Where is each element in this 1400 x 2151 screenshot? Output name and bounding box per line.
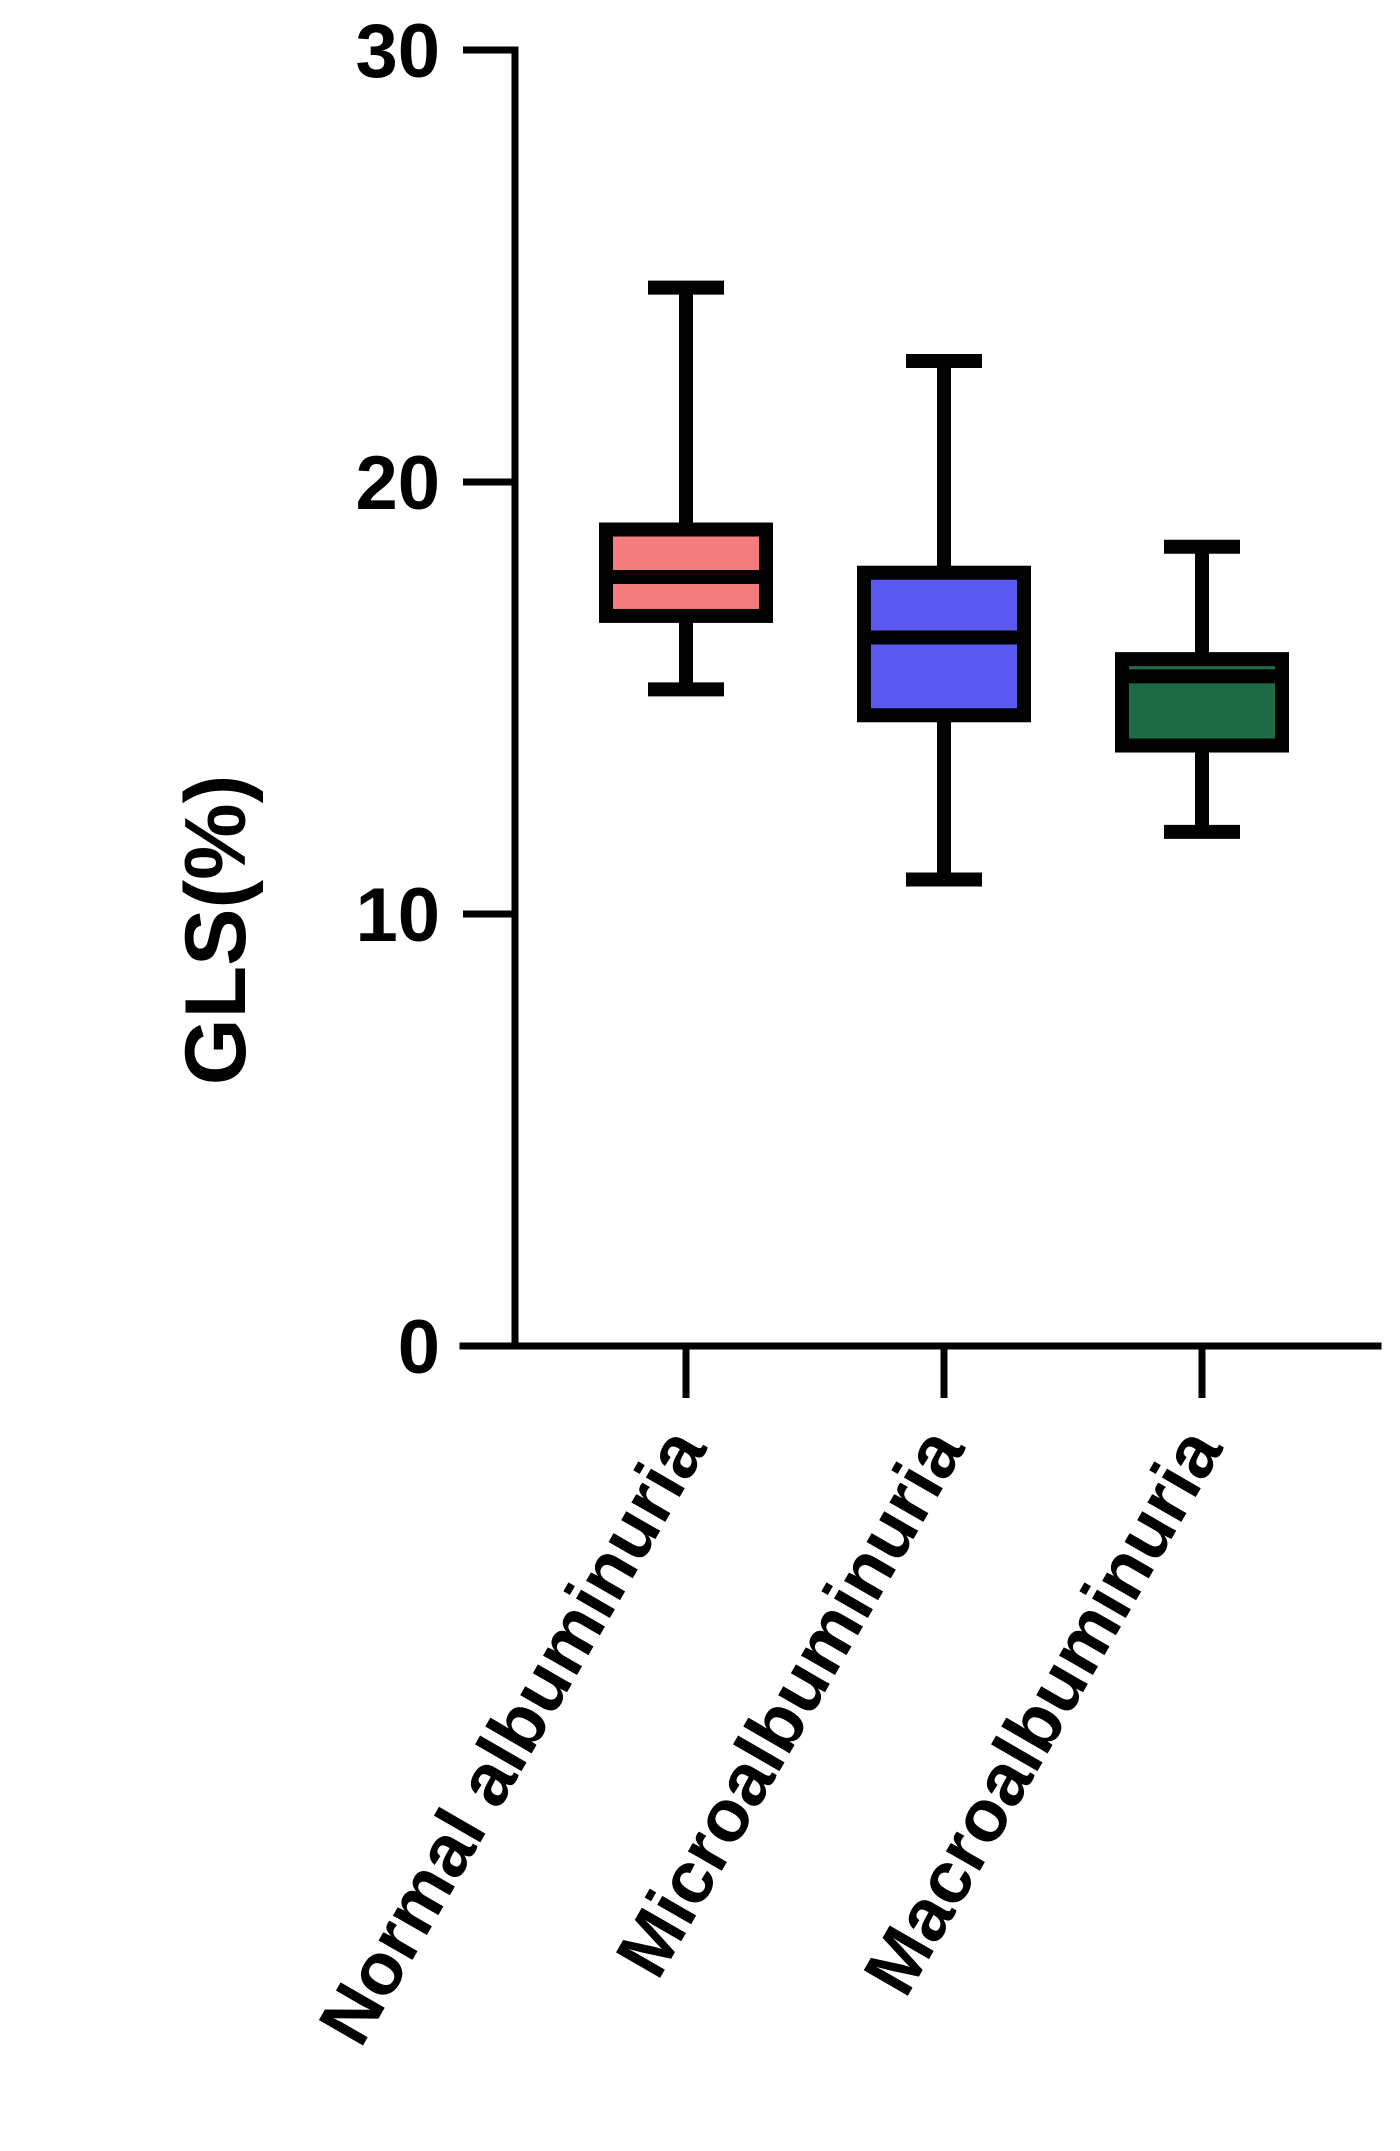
- boxes: [599, 280, 1289, 887]
- x-axis: Normal albuminuriaMicroalbuminuriaMacroa…: [303, 1342, 1382, 2058]
- y-tick-label: 10: [355, 873, 440, 958]
- y-tick-label: 0: [398, 1305, 440, 1390]
- box-normal-albuminuria: [599, 280, 773, 697]
- y-axis: 0 10 20 30: [355, 9, 519, 1390]
- box-macroalbuminuria: [1115, 539, 1289, 839]
- y-axis-label: GLS(%): [168, 775, 264, 1086]
- y-tick-label: 20: [355, 441, 440, 526]
- box-microalbuminuria: [857, 354, 1031, 887]
- y-tick-label: 30: [355, 9, 440, 94]
